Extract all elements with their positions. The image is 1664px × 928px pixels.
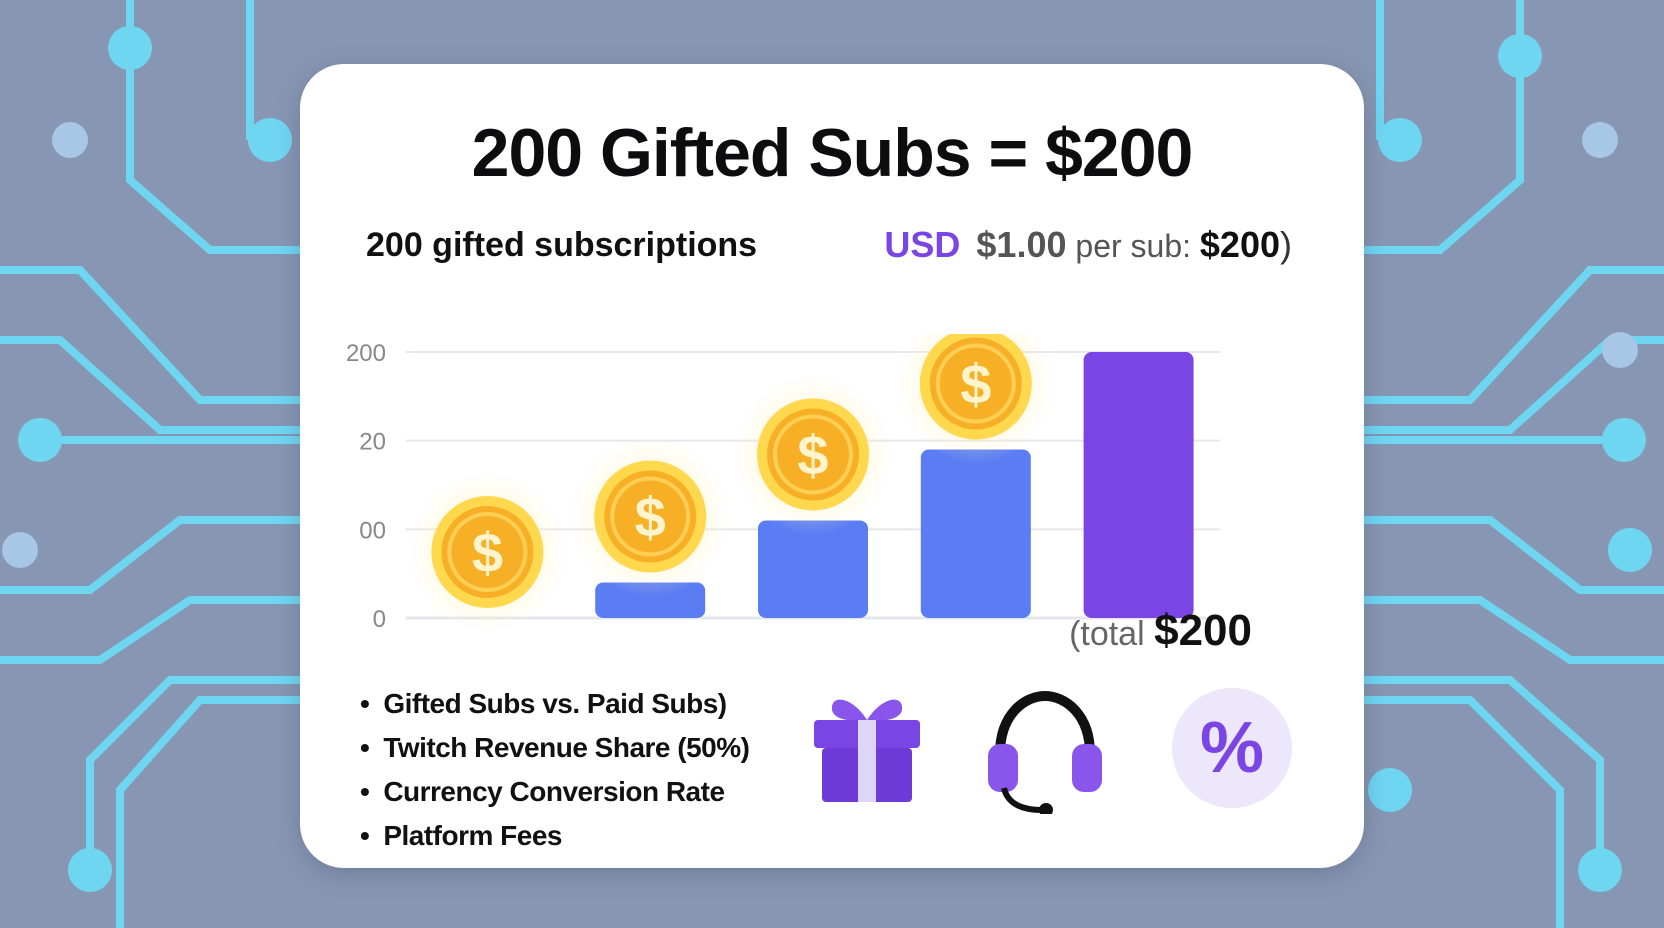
coin-icon: $ [570,436,731,597]
page-title: 200 Gifted Subs = $200 [471,115,1194,191]
svg-text:$: $ [797,423,828,486]
bar [920,449,1031,618]
coin-icon: $ [895,334,1056,464]
percent-icon: % [1172,688,1292,808]
gift-icon [814,699,920,802]
svg-text:$: $ [960,353,991,416]
list-item: Currency Conversion Rate [360,770,749,814]
bar [758,520,868,618]
y-tick-label: 00 [359,517,386,544]
list-item: Twitch Revenue Share (50%) [360,726,750,770]
total-value: $200 [1154,606,1252,655]
infographic-card: 200 Gifted Subs = $200 200 gifted subscr… [300,64,1364,868]
factor-list: Gifted Subs vs. Paid Subs) Twitch Revenu… [360,682,750,858]
svg-text:$: $ [472,521,503,584]
coin-icon: $ [733,374,893,535]
total-label: (total $200 [1069,606,1252,656]
closing-paren: ) [1280,224,1292,265]
y-tick-label: 20 [359,429,386,456]
per-sub-label: per sub: [1066,228,1200,264]
currency-label: USD [884,224,961,265]
bar [1083,352,1194,618]
list-item: Platform Fees [360,814,749,858]
svg-text:$: $ [635,486,666,549]
coin-icon: $ [407,472,568,632]
subscriptions-label: 200 gifted subscriptions [366,226,758,264]
y-tick-label: 0 [373,606,386,633]
unit-price: $1.00 [976,224,1067,265]
total-prefix: (total [1069,615,1155,653]
headset-icon [988,690,1102,814]
list-item: Gifted Subs vs. Paid Subs) [360,682,749,726]
y-tick-label: 200 [346,340,386,367]
price-amount: $200 [1199,224,1280,265]
price-summary: USD $1.00 per sub: $200) [884,224,1292,266]
